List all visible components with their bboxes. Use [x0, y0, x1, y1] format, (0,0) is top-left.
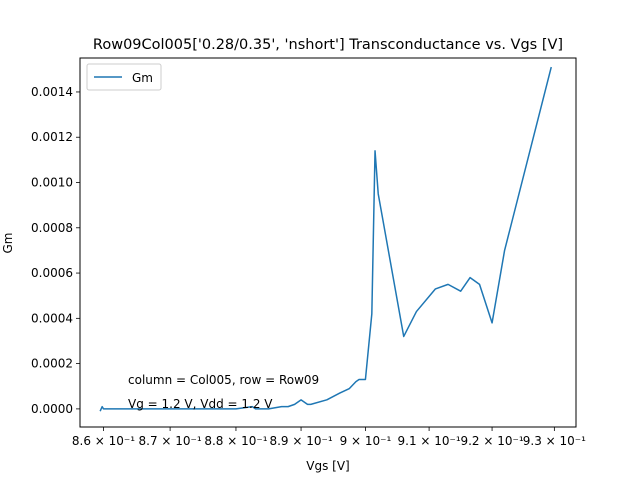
legend-label-gm: Gm [132, 71, 153, 85]
y-tick-label: 0.0014 [31, 85, 73, 99]
series-line-gm [99, 66, 552, 412]
legend-box [86, 63, 162, 91]
x-tick-label: 9.2 × 10⁻¹ [460, 434, 523, 448]
x-tick-label: 8.7 × 10⁻¹ [139, 434, 202, 448]
y-tick-label: 0.0010 [31, 176, 73, 190]
x-tick-label: 9 × 10⁻¹ [340, 434, 392, 448]
y-axis-label: Gm [1, 233, 15, 254]
x-tick-label: 8.8 × 10⁻¹ [204, 434, 267, 448]
x-tick-label: 9.3 × 10⁻¹ [523, 434, 586, 448]
y-tick-label: 0.0012 [31, 130, 73, 144]
plot-area-frame [79, 57, 577, 428]
chart-title: Row09Col005['0.28/0.35', 'nshort'] Trans… [93, 37, 563, 53]
y-tick-label: 0.0006 [31, 266, 73, 280]
y-tick-label: 0.0002 [31, 357, 73, 371]
x-axis-label: Vgs [V] [306, 459, 349, 473]
y-tick-label: 0.0004 [31, 311, 73, 325]
x-axis-ticks: 8.6 × 10⁻¹ 8.7 × 10⁻¹ 8.8 × 10⁻¹ 8.9 × 10⁻¹… [72, 427, 586, 448]
x-tick-label: 9.1 × 10⁻¹ [398, 434, 461, 448]
series-layer [99, 66, 552, 412]
y-axis-ticks: 0.0000 0.0002 0.0004 0.0006 0.0008 0.0010 0.00… [31, 85, 80, 416]
x-tick-label: 8.6 × 10⁻¹ [72, 434, 135, 448]
annotation-voltages: Vg = 1.2 V, Vdd = 1.2 V [128, 397, 273, 411]
annotation-column-row: column = Col005, row = Row09 [128, 373, 319, 387]
y-tick-label: 0.0000 [31, 402, 73, 416]
y-tick-label: 0.0008 [31, 221, 73, 235]
x-tick-label: 8.9 × 10⁻¹ [269, 434, 332, 448]
legend: Gm [86, 63, 162, 91]
